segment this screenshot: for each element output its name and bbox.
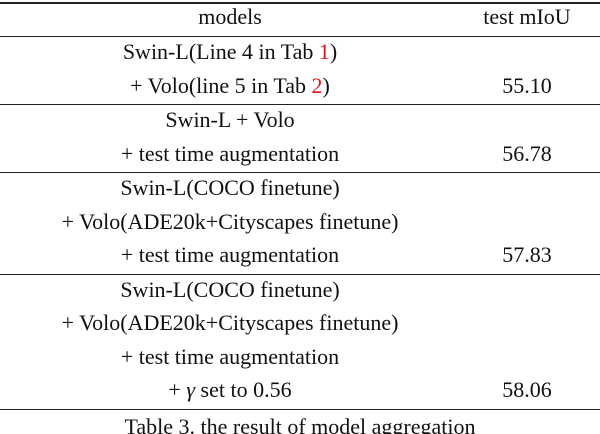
table-reference[interactable]: 1 (318, 39, 330, 64)
text-segment: ) (329, 39, 338, 64)
text-segment: + Volo(line 5 in Tab (130, 72, 312, 98)
text-segment: Swin-L(Line 4 in Tab (122, 39, 319, 64)
text-segment: + Volo(ADE20k+Cityscapes finetune) (61, 208, 399, 234)
model-line: + test time augmentation (121, 342, 339, 372)
text-segment: + test time augmentation (120, 140, 340, 166)
text-segment: + test time augmentation (120, 242, 340, 267)
text-segment: γ (186, 377, 196, 402)
header-cell: test mIoU (483, 4, 571, 29)
header-cell: models (198, 4, 262, 29)
text-segment: + test time augmentation (120, 343, 340, 369)
table-rule (0, 36, 600, 37)
text-segment: set to 0.56 (195, 377, 292, 402)
text-segment: Swin-L + Volo (165, 107, 295, 132)
text-segment: + Volo(ADE20k+Cityscapes finetune) (61, 310, 399, 335)
miou-cell: 55.10 (502, 72, 552, 98)
text-segment: ) (322, 72, 330, 98)
model-line: + γ set to 0.56 (168, 375, 291, 405)
model-line: + test time augmentation (121, 240, 339, 270)
miou-cell: 57.83 (502, 242, 552, 267)
model-line: Swin-L(Line 4 in Tab 1) (123, 37, 337, 67)
text-segment: Swin-L(COCO finetune) (120, 276, 340, 302)
table-rule (0, 104, 600, 105)
model-line: Swin-L(COCO finetune) (120, 275, 339, 305)
model-line: Swin-L + Volo (165, 105, 294, 135)
table-rule (0, 273, 600, 275)
model-line: + Volo(line 5 in Tab 2) (130, 71, 330, 101)
text-segment: + (168, 377, 187, 402)
model-line: Swin-L(COCO finetune) (120, 173, 339, 203)
table-rule (0, 408, 600, 410)
model-line: + Volo(ADE20k+Cityscapes finetune) (62, 207, 399, 237)
table-reference[interactable]: 2 (311, 72, 323, 98)
table-rule (0, 2, 600, 4)
model-line: + Volo(ADE20k+Cityscapes finetune) (62, 308, 399, 338)
miou-cell: 56.78 (502, 140, 552, 166)
model-line: + test time augmentation (121, 139, 339, 169)
table-rule (0, 172, 600, 173)
miou-cell: 58.06 (502, 377, 552, 402)
text-segment: Swin-L(COCO finetune) (120, 175, 340, 200)
caption: Table 3. the result of model aggregation (124, 413, 476, 434)
